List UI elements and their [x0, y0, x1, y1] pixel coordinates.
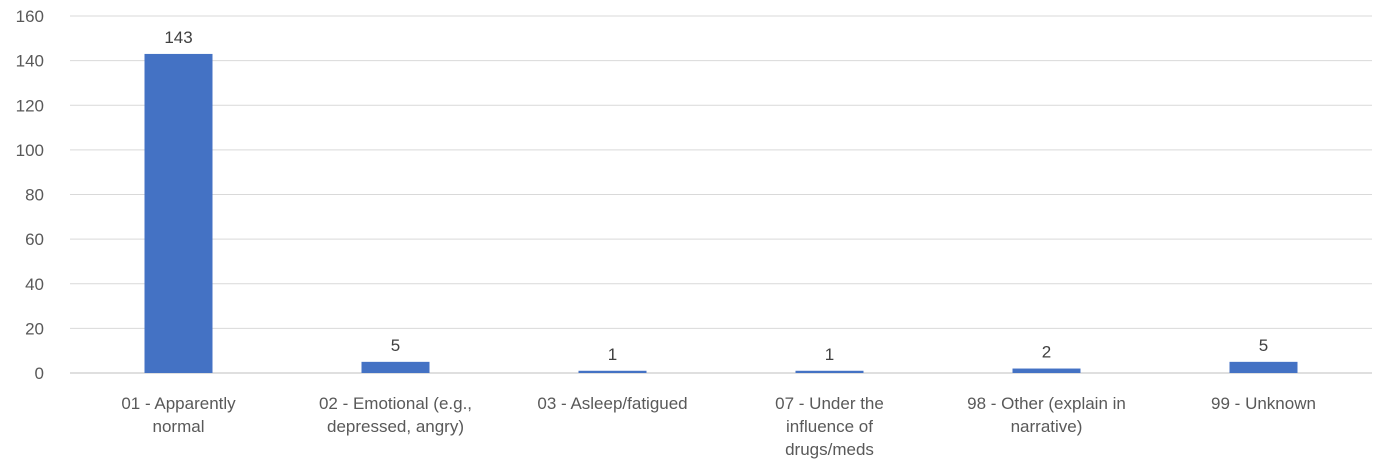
- data-label: 5: [1259, 336, 1268, 355]
- x-category-label: drugs/meds: [785, 440, 874, 459]
- data-labels: 143 5 1 1 2 5: [164, 28, 1268, 364]
- x-category-label: normal: [153, 417, 205, 436]
- x-category-label: 07 - Under the: [775, 394, 884, 413]
- x-category-label: 02 - Emotional (e.g.,: [319, 394, 472, 413]
- bar: [1012, 368, 1081, 373]
- y-axis-tick-labels: 0 20 40 60 80 100 120 140 160: [16, 7, 44, 383]
- y-tick-label: 20: [25, 319, 44, 338]
- data-label: 143: [164, 28, 192, 47]
- y-tick-label: 80: [25, 186, 44, 205]
- gridlines: [70, 15, 1372, 374]
- bar: [795, 370, 864, 373]
- x-category-label: 98 - Other (explain in: [967, 394, 1126, 413]
- bar: [361, 361, 430, 373]
- y-tick-label: 160: [16, 7, 44, 26]
- data-label: 5: [391, 336, 400, 355]
- bar: [144, 53, 213, 374]
- y-tick-label: 140: [16, 52, 44, 71]
- y-tick-label: 100: [16, 141, 44, 160]
- data-label: 1: [825, 345, 834, 364]
- x-category-label: 99 - Unknown: [1211, 394, 1316, 413]
- x-category-label: depressed, angry): [327, 417, 464, 436]
- x-category-label: 01 - Apparently: [121, 394, 236, 413]
- y-tick-label: 40: [25, 275, 44, 294]
- bar: [578, 370, 647, 373]
- x-category-label: narrative): [1011, 417, 1083, 436]
- y-tick-label: 120: [16, 96, 44, 115]
- y-tick-label: 0: [35, 364, 44, 383]
- x-axis-category-labels: 01 - Apparently normal 02 - Emotional (e.g…: [121, 394, 1316, 459]
- bar: [1229, 361, 1298, 373]
- data-label: 1: [608, 345, 617, 364]
- y-tick-label: 60: [25, 230, 44, 249]
- data-label: 2: [1042, 343, 1051, 362]
- x-category-label: 03 - Asleep/fatigued: [537, 394, 687, 413]
- bars: [144, 53, 1298, 374]
- x-category-label: influence of: [786, 417, 873, 436]
